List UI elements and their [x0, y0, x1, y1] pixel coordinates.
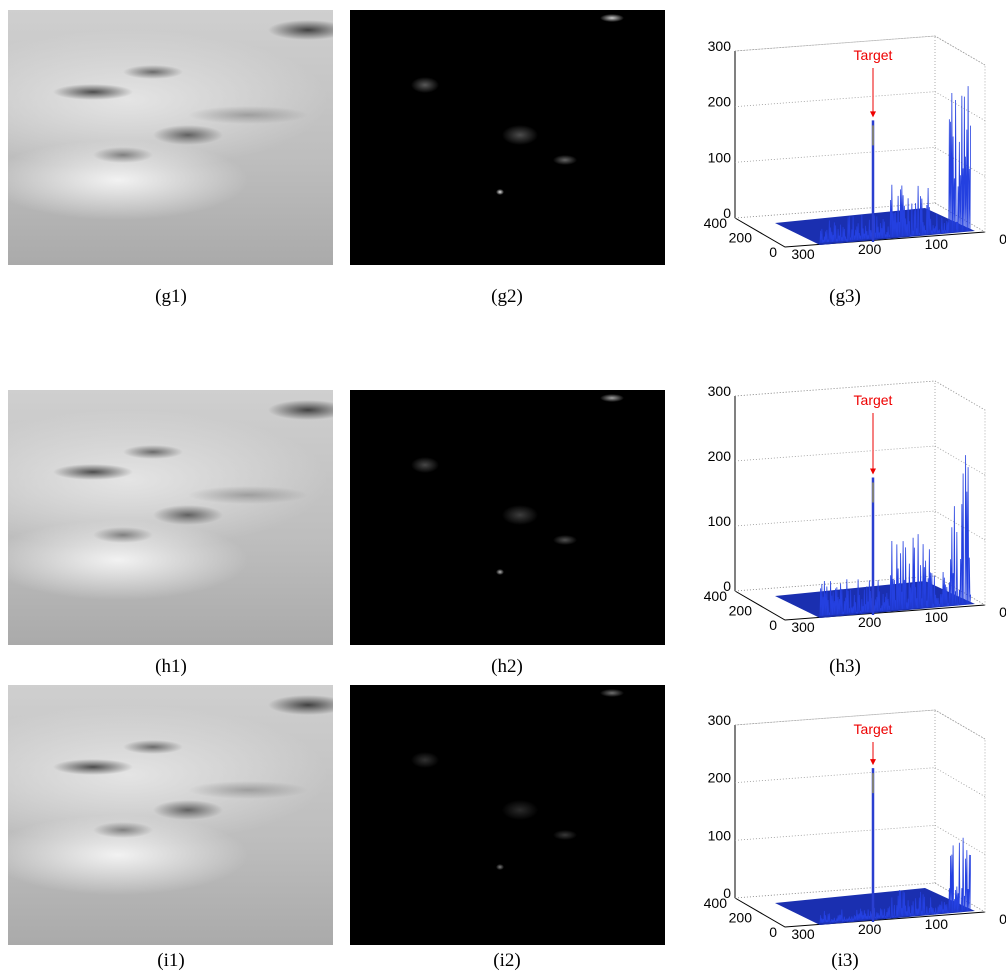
target-label: Target: [854, 721, 893, 737]
x-tick-label: 0: [999, 911, 1006, 927]
surface: [819, 455, 971, 617]
z-tick-label: 200: [708, 94, 732, 110]
caption: (g1): [155, 286, 187, 307]
x-tick-label: 100: [925, 236, 949, 252]
y-tick-label: 0: [769, 244, 777, 260]
y-tick-label: 200: [729, 910, 753, 926]
z-tick-label: 300: [708, 38, 732, 54]
floor-axis: [734, 897, 986, 928]
grid-line: [734, 575, 936, 592]
z-tick-label: 100: [708, 513, 732, 529]
grid-line: [734, 510, 936, 527]
x-tick-label: 200: [858, 241, 882, 257]
x-tick-label: 100: [925, 609, 949, 625]
grid-line: [734, 445, 936, 462]
z-tick-label: 300: [708, 383, 732, 399]
z-tick-label: 200: [708, 448, 732, 464]
caption: (g2): [491, 286, 523, 307]
grid-line: [734, 767, 936, 784]
z-tick-label: 100: [708, 149, 732, 165]
grid-line: [934, 767, 986, 798]
x-tick-label: 0: [999, 231, 1006, 247]
y-tick-label: 0: [769, 924, 777, 940]
y-tick-label: 400: [704, 215, 728, 231]
grid-line: [934, 91, 986, 122]
grid-line: [934, 380, 986, 411]
target-arrowhead: [870, 111, 876, 118]
target-arrowhead: [870, 759, 876, 766]
grid-line: [734, 146, 936, 163]
z-tick-label: 0: [723, 578, 731, 594]
y-tick-label: 400: [704, 588, 728, 604]
grid-line: [934, 146, 986, 177]
caption: (h1): [155, 656, 187, 677]
y-tick-label: 0: [769, 617, 777, 633]
grid-line: [734, 380, 936, 397]
z-tick-label: 200: [708, 770, 732, 786]
z-tick-label: 0: [723, 885, 731, 901]
infrared-image: [8, 10, 333, 265]
grid-line: [934, 445, 986, 476]
box-edge: [734, 380, 986, 606]
y-tick-label: 200: [729, 603, 753, 619]
grid-line: [734, 824, 936, 841]
grid-line: [734, 35, 936, 52]
saliency-map: [350, 10, 665, 265]
caption: (i3): [831, 950, 859, 971]
x-tick-label: 200: [858, 614, 882, 630]
x-tick-label: 300: [791, 619, 815, 635]
target-label: Target: [854, 392, 893, 408]
y-tick-label: 200: [729, 230, 753, 246]
infrared-image: [8, 390, 333, 645]
floor-axis: [734, 217, 986, 248]
saliency-map: [350, 390, 665, 645]
caption: (i1): [157, 950, 185, 971]
surface: [819, 86, 971, 244]
grid-line: [934, 510, 986, 541]
floor-axis: [734, 590, 986, 621]
grid-line: [734, 91, 936, 108]
caption: (i2): [493, 950, 521, 971]
box-edge: [734, 35, 986, 233]
caption: (g3): [829, 286, 861, 307]
z-tick-label: 300: [708, 712, 732, 728]
grid-line: [734, 709, 936, 726]
grid-line: [734, 882, 936, 899]
caption: (h3): [829, 656, 861, 677]
saliency-map: [350, 685, 665, 945]
grid-line: [934, 824, 986, 855]
z-tick-label: 0: [723, 205, 731, 221]
box-edge: [734, 709, 986, 913]
x-tick-label: 100: [925, 916, 949, 932]
grid-line: [934, 709, 986, 740]
y-tick-label: 400: [704, 895, 728, 911]
x-tick-label: 0: [999, 604, 1006, 620]
grid-line: [934, 35, 986, 66]
x-tick-label: 300: [791, 246, 815, 262]
z-tick-label: 100: [708, 827, 732, 843]
x-tick-label: 200: [858, 921, 882, 937]
grid-line: [934, 882, 986, 913]
target-label: Target: [854, 47, 893, 63]
infrared-image: [8, 685, 333, 945]
caption: (h2): [491, 656, 523, 677]
x-tick-label: 300: [791, 926, 815, 942]
grid-line: [734, 202, 936, 219]
grid-line: [934, 202, 986, 233]
surface: [819, 837, 971, 924]
target-arrowhead: [870, 468, 876, 475]
